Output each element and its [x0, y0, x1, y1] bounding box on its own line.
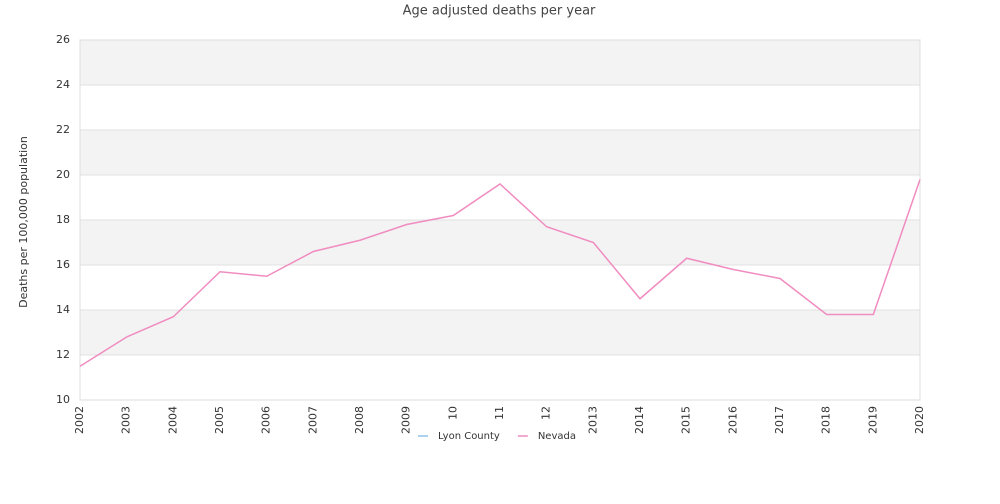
legend-label: Nevada: [538, 431, 576, 442]
chart-title: Age adjusted deaths per year: [403, 4, 596, 19]
x-tick-label: 10: [446, 406, 459, 420]
x-tick-label: 2013: [586, 406, 599, 434]
y-tick-label: 10: [56, 393, 70, 406]
x-tick-label: 2008: [353, 406, 366, 434]
x-tick-label: 2003: [120, 406, 133, 434]
x-tick-label: 12: [540, 406, 553, 420]
x-tick-label: 11: [493, 406, 506, 420]
x-tick-label: 2018: [820, 406, 833, 434]
x-tick-label: 2009: [400, 406, 413, 434]
x-tick-label: 2004: [166, 406, 179, 434]
y-tick-label: 24: [56, 78, 70, 91]
x-tick-label: 2019: [866, 406, 879, 434]
grid-band: [80, 40, 920, 85]
x-tick-label: 2007: [306, 406, 319, 434]
grid-band: [80, 130, 920, 175]
y-tick-label: 22: [56, 123, 70, 136]
grid-band: [80, 220, 920, 265]
grid-band: [80, 310, 920, 355]
y-tick-label: 20: [56, 168, 70, 181]
y-axis-label: Deaths per 100,000 population: [17, 136, 30, 308]
x-tick-label: 2016: [726, 406, 739, 434]
y-tick-label: 18: [56, 213, 70, 226]
x-tick-label: 2002: [73, 406, 86, 434]
x-tick-label: 2015: [680, 406, 693, 434]
y-tick-label: 16: [56, 258, 70, 271]
x-tick-label: 2006: [260, 406, 273, 434]
y-tick-label: 14: [56, 303, 70, 316]
plot-border: [79, 39, 921, 401]
legend-label: Lyon County: [438, 431, 500, 442]
x-tick-label: 2017: [773, 406, 786, 434]
series-line: [79, 179, 921, 367]
x-tick-label: 2014: [633, 406, 646, 434]
x-tick-label: 2020: [913, 406, 926, 434]
y-tick-label: 12: [56, 348, 70, 361]
x-tick-label: 2005: [213, 406, 226, 434]
y-tick-label: 26: [56, 33, 70, 46]
